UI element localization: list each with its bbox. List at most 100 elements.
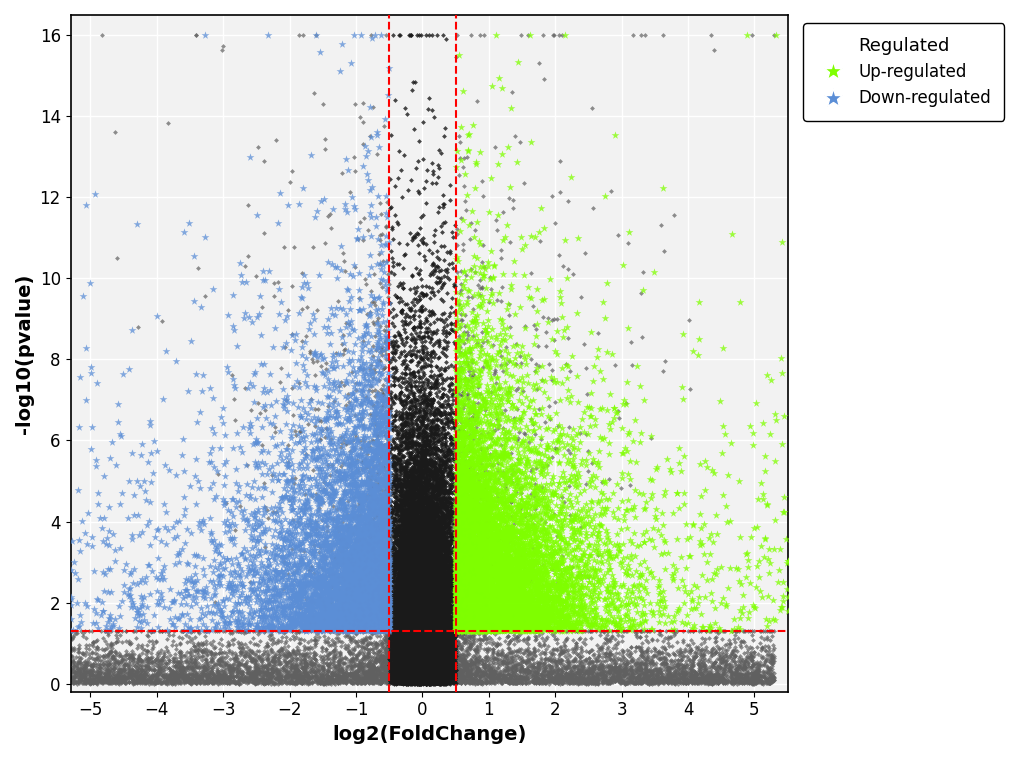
Point xyxy=(475,611,491,623)
Point xyxy=(501,619,518,631)
Point xyxy=(420,457,436,469)
Point xyxy=(684,519,700,531)
Point xyxy=(420,614,436,626)
Point xyxy=(464,565,480,578)
Point xyxy=(499,493,516,505)
Point xyxy=(637,525,653,537)
Point xyxy=(437,634,453,646)
Point xyxy=(705,677,721,689)
Point xyxy=(166,678,182,690)
Point xyxy=(353,603,369,615)
Point xyxy=(407,641,423,653)
Point xyxy=(385,557,401,569)
Point xyxy=(433,588,449,600)
Point xyxy=(421,674,437,686)
Point xyxy=(500,381,517,393)
Point xyxy=(368,583,384,595)
Point xyxy=(411,597,427,609)
Point xyxy=(421,662,437,674)
Point xyxy=(417,625,433,637)
Point xyxy=(421,649,437,661)
Point xyxy=(490,603,506,616)
Point xyxy=(368,538,384,550)
Point xyxy=(561,396,578,408)
Point xyxy=(475,595,491,607)
Point xyxy=(401,619,418,631)
Point xyxy=(489,616,505,628)
Point xyxy=(420,587,436,599)
Point xyxy=(485,516,501,528)
Point xyxy=(398,575,415,587)
Point xyxy=(415,560,431,572)
Point xyxy=(479,597,495,609)
Point xyxy=(510,545,526,557)
Point xyxy=(560,675,577,687)
Point xyxy=(426,655,442,667)
Point xyxy=(400,579,417,591)
Point xyxy=(408,676,424,688)
Point xyxy=(468,585,484,597)
Point xyxy=(491,449,507,461)
Point xyxy=(433,580,449,592)
Point xyxy=(413,578,429,591)
Point xyxy=(423,644,439,656)
Point xyxy=(439,668,455,680)
Point xyxy=(423,653,439,666)
Point xyxy=(410,677,426,689)
Point xyxy=(288,599,305,611)
Point xyxy=(362,587,378,600)
Point xyxy=(455,556,472,568)
Point xyxy=(320,624,336,636)
Point xyxy=(449,565,466,578)
Point xyxy=(483,665,499,677)
Point xyxy=(556,544,573,556)
Point xyxy=(422,638,438,650)
Point xyxy=(537,514,553,526)
Point xyxy=(400,647,417,660)
Point xyxy=(429,662,445,674)
Point xyxy=(372,575,388,587)
Point xyxy=(489,609,505,622)
Point xyxy=(645,665,661,677)
Point xyxy=(333,167,350,179)
Point xyxy=(448,527,465,539)
Point xyxy=(440,443,457,455)
Point xyxy=(396,635,413,647)
Point xyxy=(727,675,743,687)
Point xyxy=(423,669,439,682)
Point xyxy=(438,606,454,618)
Point xyxy=(433,561,449,573)
Point xyxy=(257,458,273,470)
Point xyxy=(433,573,449,585)
Point xyxy=(412,499,428,512)
Point xyxy=(463,623,479,635)
Point xyxy=(393,665,410,677)
Point xyxy=(405,641,421,653)
Point xyxy=(404,549,420,561)
Point xyxy=(158,657,174,669)
Point xyxy=(576,668,592,680)
Point xyxy=(380,658,396,670)
Point xyxy=(525,609,541,622)
Point xyxy=(321,458,337,470)
Point xyxy=(420,655,436,667)
Point xyxy=(278,622,294,635)
Point xyxy=(423,583,439,595)
Point xyxy=(393,637,410,649)
Point xyxy=(419,516,435,528)
Point xyxy=(218,641,234,653)
Point xyxy=(436,662,452,674)
Point xyxy=(344,605,361,617)
Point xyxy=(426,523,442,535)
Point xyxy=(420,609,436,622)
Point xyxy=(431,588,447,600)
Point xyxy=(452,288,469,301)
Point xyxy=(350,641,366,653)
Point xyxy=(422,659,438,671)
Point xyxy=(417,632,433,644)
Point xyxy=(172,652,189,664)
Point xyxy=(405,647,421,659)
Point xyxy=(350,233,366,245)
Point xyxy=(409,554,425,566)
Point xyxy=(505,650,522,662)
